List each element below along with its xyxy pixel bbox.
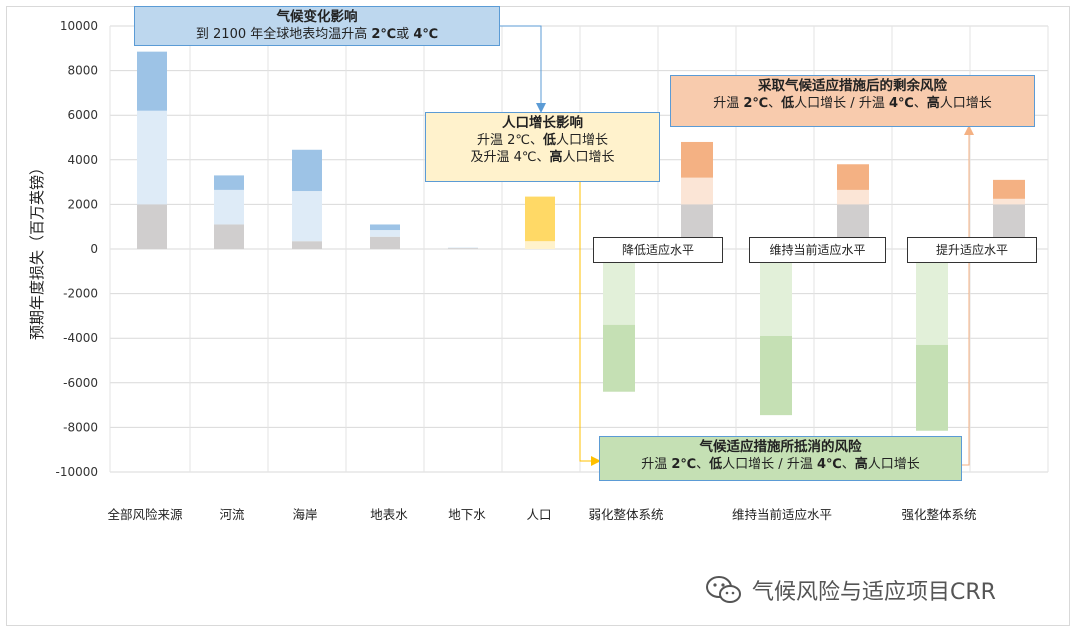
pop-line1-pre: 升温 2℃、 — [476, 133, 543, 148]
offset-a: 升温 — [641, 457, 672, 472]
climate-2c: 2℃ — [371, 27, 397, 42]
offset-c: 、 — [696, 457, 710, 472]
y-tick-label: 10000 — [60, 19, 98, 33]
y-tick-label: -2000 — [63, 287, 98, 301]
bar-segment — [760, 249, 792, 336]
bar-segment — [370, 236, 400, 249]
residual-risk-title: 采取气候适应措施后的剩余风险 — [758, 78, 947, 94]
bar-segment — [681, 177, 713, 205]
resid-f: 4℃ — [888, 96, 914, 111]
climate-impact-title: 气候变化影响 — [276, 9, 358, 25]
x-category-label: 地下水 — [448, 507, 486, 522]
y-tick-label: 0 — [90, 242, 98, 256]
offset-g: 、 — [841, 457, 855, 472]
y-tick-label: 6000 — [67, 108, 98, 122]
offset-to-residual-arrow — [962, 125, 974, 466]
offset-risk-title: 气候适应措施所抵消的风险 — [699, 439, 862, 455]
climate-or: 或 — [396, 27, 414, 42]
offset-e: 人口增长 / 升温 — [722, 457, 817, 472]
x-category-label: 强化整体系统 — [901, 507, 976, 522]
offset-h: 高 — [854, 457, 868, 472]
bar-segment — [993, 198, 1025, 205]
y-tick-label: -6000 — [63, 376, 98, 390]
bar-segment — [681, 141, 713, 178]
bar-segment — [137, 204, 167, 249]
pop-line2-post: 人口增长 — [562, 150, 615, 165]
bar-segment — [370, 230, 400, 237]
bar-segment — [137, 110, 167, 205]
pop-line1-post: 人口增长 — [556, 133, 609, 148]
y-tick-label: 2000 — [67, 197, 98, 211]
level-label-high: 提升适应水平 — [907, 237, 1037, 263]
y-tick-label: -8000 — [63, 420, 98, 434]
level-label-low: 降低适应水平 — [593, 237, 723, 263]
bar-segment — [525, 196, 555, 242]
y-tick-label: 4000 — [67, 153, 98, 167]
watermark: 气候风险与适应项目CRR — [704, 570, 996, 610]
bar-segment — [448, 247, 478, 249]
pop-line1-bold: 低 — [542, 133, 556, 148]
bar-segment — [837, 164, 869, 190]
x-category-label: 地表水 — [370, 507, 408, 522]
pop-line2-pre: 及升温 4℃、 — [470, 150, 550, 165]
pop-line2-bold: 高 — [549, 150, 563, 165]
x-category-label: 人口 — [526, 507, 551, 522]
bar-segment — [214, 189, 244, 225]
bar-segment — [993, 179, 1025, 199]
bar-segment — [837, 189, 869, 205]
population-impact-annotation: 人口增长影响 升温 2℃、低人口增长 及升温 4℃、高人口增长 — [425, 112, 660, 182]
x-category-label: 河流 — [219, 507, 245, 522]
offset-f: 4℃ — [816, 457, 842, 472]
bar-segment — [525, 241, 555, 249]
bar-segment — [292, 241, 322, 249]
population-to-offset-arrow — [579, 180, 601, 466]
x-category-label: 维持当前适应水平 — [732, 507, 832, 522]
bar-segment — [370, 224, 400, 231]
resid-d: 低 — [781, 96, 795, 111]
y-tick-label: -4000 — [63, 331, 98, 345]
x-category-label: 海岸 — [292, 507, 317, 522]
resid-g: 、 — [913, 96, 927, 111]
climate-4c: 4℃ — [413, 27, 439, 42]
climate-impact-annotation: 气候变化影响 到 2100 年全球地表均温升高 2℃或 4℃ — [134, 6, 500, 46]
bar-segment — [603, 324, 635, 392]
offset-d: 低 — [709, 457, 723, 472]
bar-segment — [916, 249, 948, 345]
watermark-text: 气候风险与适应项目CRR — [752, 580, 996, 605]
bar-segment — [214, 175, 244, 190]
offset-risk-annotation: 气候适应措施所抵消的风险 升温 2℃、低人口增长 / 升温 4℃、高人口增长 — [599, 436, 962, 481]
resid-b: 2℃ — [743, 96, 769, 111]
resid-a: 升温 — [713, 96, 744, 111]
y-axis-label: 预期年度损失（百万英镑） — [28, 160, 46, 340]
x-category-label: 全部风险来源 — [107, 507, 183, 522]
climate-impact-text: 到 2100 年全球地表均温升高 — [195, 27, 372, 42]
resid-e: 人口增长 / 升温 — [794, 96, 889, 111]
bar-segment — [292, 191, 322, 242]
climate-to-population-arrow — [500, 25, 546, 113]
chart-frame — [6, 6, 1070, 626]
wechat-icon — [706, 576, 741, 603]
residual-risk-annotation: 采取气候适应措施后的剩余风险 升温 2℃、低人口增长 / 升温 4℃、高人口增长 — [670, 75, 1035, 127]
resid-c: 、 — [768, 96, 782, 111]
bar-segment — [916, 344, 948, 431]
bar-segment — [760, 335, 792, 416]
level-label-keep: 维持当前适应水平 — [749, 237, 886, 263]
resid-i: 人口增长 — [939, 96, 992, 111]
y-tick-label: 8000 — [67, 64, 98, 78]
y-tick-label: -10000 — [55, 465, 98, 479]
bar-segment — [214, 224, 244, 249]
bar-segment — [137, 51, 167, 111]
population-impact-title: 人口增长影响 — [502, 115, 583, 131]
resid-h: 高 — [926, 96, 940, 111]
x-category-label: 弱化整体系统 — [588, 507, 663, 522]
bar-segment — [448, 248, 478, 249]
offset-i: 人口增长 — [867, 457, 920, 472]
bar-segment — [292, 149, 322, 192]
offset-b: 2℃ — [671, 457, 697, 472]
